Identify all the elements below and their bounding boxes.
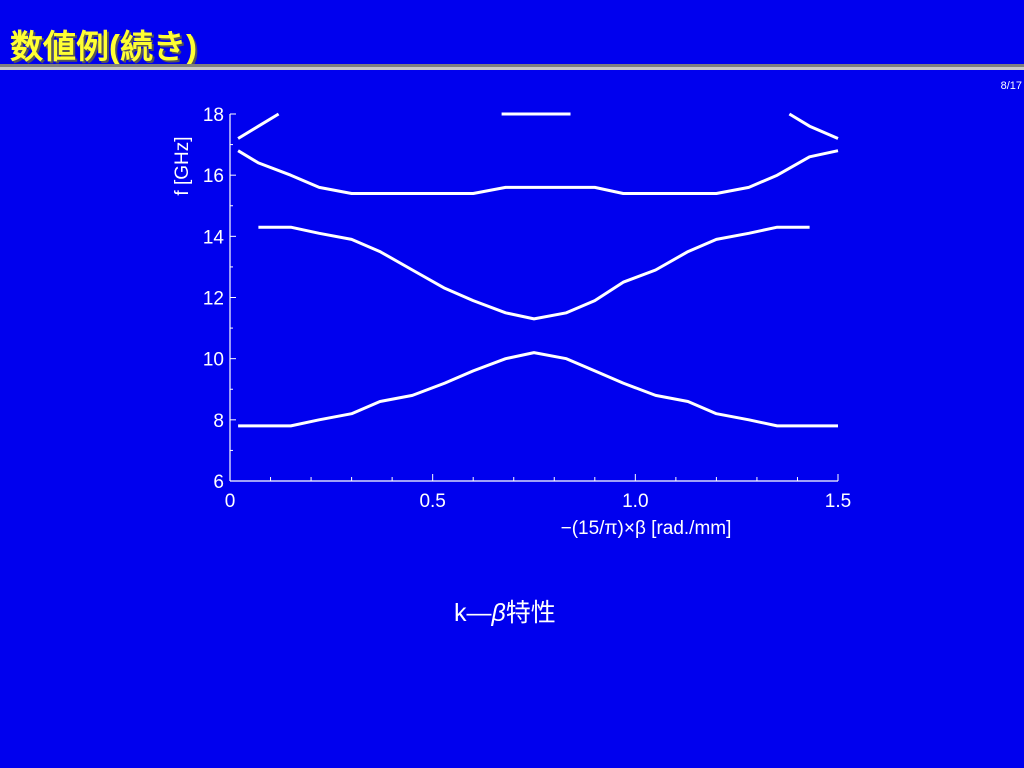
slide-title: 数値例(続き) [10,28,197,65]
x-tick-label: 0 [225,491,236,512]
x-tick-label: 1.5 [825,491,851,512]
dispersion-curve-4 [237,112,280,140]
caption-suffix: 特性 [505,599,556,627]
x-tick-label: 0.5 [419,491,445,512]
figure-caption: k—β特性 [454,593,556,629]
page-number: 8/17 [1000,80,1022,92]
y-tick-label: 14 [203,227,225,248]
axes [229,113,839,482]
y-tick-label: 18 [203,105,224,126]
y-tick-label: 12 [203,289,224,310]
series-lines [237,112,839,428]
tick-labels: 6 8 10 12 14 16 18 0 0.5 1.0 1.5 −(15/π)×β [rad./mm… [172,105,851,539]
y-axis-label: f [GHz] [172,136,193,195]
x-tick-label: 1.0 [622,491,648,512]
caption-prefix: k— [454,599,492,627]
title-underline [0,64,1024,67]
x-axis-label: −(15/π)×β [rad./mm] [561,518,732,539]
y-tick-label: 6 [213,472,224,493]
y-tick-label: 16 [203,166,224,187]
caption-beta: β [491,599,506,627]
dispersion-curve-1 [238,351,838,428]
y-tick-label: 10 [203,350,224,371]
dispersion-curve-2 [258,225,810,321]
y-tick-label: 8 [213,411,224,432]
dispersion-curve-6 [788,112,839,140]
title-underline-highlight [0,67,1024,70]
dispersion-curve-3 [237,149,839,195]
